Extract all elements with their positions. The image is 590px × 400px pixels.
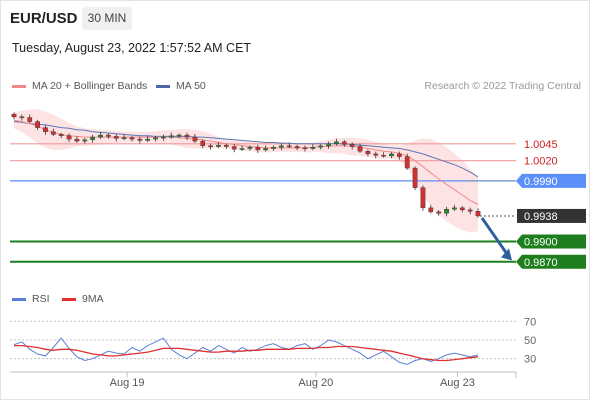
candle-body [436, 211, 442, 214]
candle-body [145, 138, 151, 141]
ma20-swatch-icon [12, 84, 26, 88]
candle-body [121, 137, 127, 139]
candle-body [168, 135, 174, 138]
candle-body [113, 136, 119, 139]
candle-body [58, 134, 64, 136]
candle-body [373, 153, 379, 156]
candle-body [208, 145, 213, 148]
candle-body [263, 148, 269, 151]
legend-ma20-label: MA 20 + Bollinger Bands [32, 80, 148, 92]
candle-body [381, 155, 386, 157]
credit-text: Research © 2022 Trading Central [424, 80, 581, 92]
candle-body [302, 147, 308, 150]
candle-body [231, 146, 237, 150]
forecast-arrow-line [480, 217, 510, 257]
level-label-resistance-1: 1.0020 [524, 156, 558, 168]
candle-body [310, 146, 316, 149]
candle-body [90, 136, 96, 140]
candle-body [365, 151, 371, 155]
timeframe-badge[interactable]: 30 MIN [82, 7, 132, 30]
rsi-tick-label-70: 70 [524, 316, 536, 328]
candle-body [184, 134, 190, 138]
legend-ma50-label: MA 50 [176, 80, 206, 92]
candle-body [129, 137, 135, 140]
candle-body [82, 139, 88, 142]
candle-body [459, 207, 465, 211]
forecast-arrow-head-icon [501, 248, 512, 261]
level-label-pivot-2: 0.9990 [524, 176, 558, 188]
level-label-support-4: 0.9900 [524, 237, 558, 249]
level-label-resistance-0: 1.0045 [524, 139, 558, 151]
rsi-tick-label-30: 30 [524, 354, 536, 366]
candle-body [223, 144, 229, 147]
candle-body [27, 117, 33, 122]
candle-body [98, 134, 103, 138]
rsi-ma-line [14, 344, 479, 362]
x-tick-label: Aug 19 [110, 377, 145, 389]
candle-body [341, 141, 347, 145]
candle-body [279, 145, 284, 148]
candle-body [396, 153, 402, 157]
candle-body [66, 135, 72, 140]
level-box-support-5 [516, 254, 586, 269]
ma50-swatch-icon [156, 84, 170, 88]
candle-body [11, 113, 17, 118]
candle-body [420, 187, 426, 209]
candle-body [318, 145, 324, 148]
candle-body [412, 167, 418, 188]
level-box-pivot-2 [516, 173, 586, 188]
candle-body [428, 207, 434, 213]
x-tick-label: Aug 23 [440, 377, 475, 389]
candle-body [255, 146, 261, 151]
candle-body [334, 141, 339, 145]
candle-body [137, 138, 143, 141]
legend-rsi-ma: 9MA [62, 293, 104, 305]
legend-ma50: MA 50 [156, 80, 206, 92]
candle-body [271, 146, 276, 149]
datetime-label: Tuesday, August 23, 2022 1:57:52 AM CET [12, 41, 252, 55]
candle-body [43, 127, 48, 132]
candle-body [19, 116, 25, 119]
candle-body [467, 209, 473, 212]
candle-body [239, 148, 245, 150]
legend-rsi-label: RSI [32, 293, 50, 305]
candle-body [294, 146, 300, 149]
candle-body [452, 207, 457, 210]
candle-body [216, 144, 221, 147]
candle-body [200, 140, 206, 147]
legend-rsi: RSI [12, 293, 50, 305]
candle-body [349, 144, 355, 147]
rsi-line [13, 337, 479, 365]
pair-title: EUR/USD [10, 10, 78, 27]
legend-rsi-ma-label: 9MA [82, 293, 104, 305]
ma50-line [13, 121, 479, 178]
candle-body [106, 134, 111, 137]
candle-body [247, 146, 253, 149]
current-price-box [517, 208, 586, 223]
candle-body [161, 136, 166, 139]
candle-body [74, 138, 80, 142]
candle-body [444, 208, 449, 214]
candle-body [153, 137, 158, 140]
rsi-ma-swatch-icon [62, 297, 76, 301]
bollinger-band-area [14, 109, 478, 233]
level-box-support-4 [516, 234, 586, 249]
candle-body [357, 146, 363, 152]
candle-body [475, 211, 481, 217]
legend-ma20: MA 20 + Bollinger Bands [12, 80, 147, 92]
candle-body [176, 134, 182, 137]
candle-body [50, 131, 56, 135]
candle-body [389, 153, 394, 157]
candle-body [326, 143, 331, 147]
candle-body [286, 145, 292, 148]
candle-body [192, 136, 198, 142]
candle-body [35, 121, 40, 128]
level-label-support-5: 0.9870 [524, 257, 558, 269]
rsi-tick-label-50: 50 [524, 335, 536, 347]
rsi-swatch-icon [12, 297, 26, 301]
x-tick-label: Aug 20 [298, 377, 333, 389]
candle-body [404, 156, 410, 169]
current-price-label: 0.9938 [524, 211, 558, 223]
